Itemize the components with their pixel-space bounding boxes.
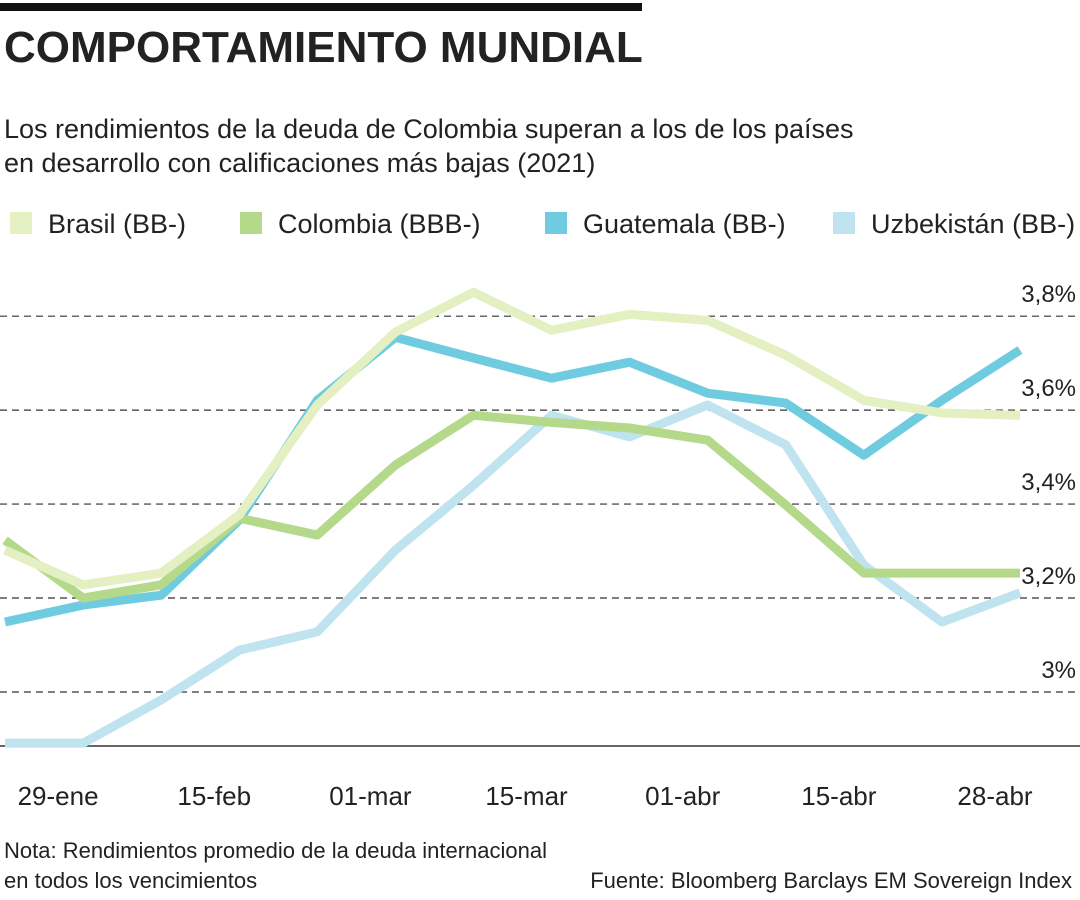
note: en todos los vencimientos [4,868,257,893]
note: Nota: Rendimientos promedio de la deuda … [4,838,547,863]
y-tick-label: 3,2% [1021,563,1076,590]
legend-label: Brasil (BB-) [48,209,186,239]
subtitle: Los rendimientos de la deuda de Colombia… [4,114,854,144]
legend-swatch [240,212,262,234]
source: Fuente: Bloomberg Barclays EM Sovereign … [590,868,1072,893]
legend-swatch [833,212,855,234]
y-tick-label: 3% [1041,657,1076,684]
legend-label: Uzbekistán (BB-) [871,209,1075,239]
x-tick-label: 01-mar [329,781,412,811]
subtitle: en desarrollo con calificaciones más baj… [4,148,595,178]
legend-swatch [10,212,32,234]
x-tick-label: 15-feb [177,781,251,811]
series-line [2,410,1020,603]
x-tick-label: 28-abr [957,781,1032,811]
x-tick-label: 15-mar [485,781,568,811]
y-tick-label: 3,6% [1021,375,1076,402]
legend-label: Colombia (BBB-) [278,209,481,239]
y-tick-label: 3,4% [1021,469,1076,496]
x-tick-label: 01-abr [645,781,720,811]
series-line [5,400,1022,748]
title-bar [0,3,642,11]
legend-swatch [545,212,567,234]
y-tick-label: 3,8% [1021,281,1076,308]
legend-label: Guatemala (BB-) [583,209,786,239]
series-line [3,287,1021,590]
x-tick-label: 15-abr [801,781,876,811]
series-line [4,332,1023,627]
x-tick-label: 29-ene [18,781,99,811]
chart-title: COMPORTAMIENTO MUNDIAL [4,23,643,72]
